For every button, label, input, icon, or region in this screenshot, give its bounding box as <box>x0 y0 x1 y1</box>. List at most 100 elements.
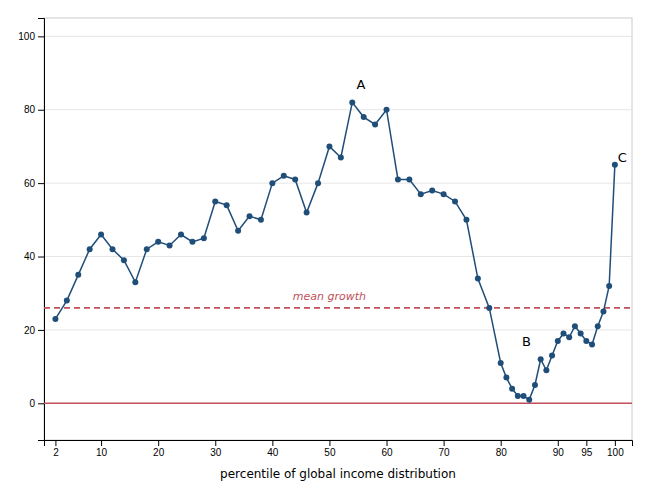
y-tick-mark <box>38 110 44 111</box>
marker <box>509 386 515 392</box>
x-tick: 20 <box>153 440 165 458</box>
annotation: mean growth <box>293 290 366 303</box>
x-tick: 95 <box>581 440 593 458</box>
marker <box>600 309 606 315</box>
marker <box>543 367 549 373</box>
y-tick: 80 <box>24 104 44 115</box>
grid-line <box>44 183 632 184</box>
x-tick-label: 100 <box>607 447 624 458</box>
x-tick: 10 <box>96 440 108 458</box>
x-tick-mark <box>501 440 502 446</box>
y-tick-label: 60 <box>24 178 36 189</box>
x-tick-mark <box>615 440 616 446</box>
x-tick-mark <box>329 440 330 446</box>
marker <box>212 198 218 204</box>
x-tick: 70 <box>439 440 451 458</box>
marker <box>281 173 287 179</box>
marker <box>132 279 138 285</box>
marker <box>538 356 544 362</box>
marker <box>515 393 521 399</box>
marker <box>338 154 344 160</box>
marker <box>583 338 589 344</box>
x-tick: 2 <box>53 440 59 458</box>
marker <box>526 397 532 403</box>
x-tick-label: 10 <box>96 447 108 458</box>
marker <box>549 353 555 359</box>
marker <box>395 176 401 182</box>
x-tick-label: 30 <box>210 447 222 458</box>
marker <box>155 239 161 245</box>
x-tick: 80 <box>496 440 508 458</box>
marker <box>555 338 561 344</box>
y-tick: 0 <box>29 398 44 409</box>
marker <box>452 198 458 204</box>
marker <box>304 209 310 215</box>
marker <box>98 232 104 238</box>
marker <box>486 305 492 311</box>
x-tick: 60 <box>381 440 393 458</box>
marker <box>269 180 275 186</box>
marker <box>64 298 70 304</box>
marker <box>418 191 424 197</box>
y-axis-line <box>38 19 45 441</box>
y-tick-label: 80 <box>24 104 36 115</box>
x-tick-label: 20 <box>153 447 165 458</box>
x-tick-mark <box>158 440 159 446</box>
marker <box>52 316 58 322</box>
x-axis-line <box>45 441 633 447</box>
y-tick-mark <box>38 257 44 258</box>
x-tick-mark <box>101 440 102 446</box>
marker <box>589 342 595 348</box>
x-tick: 50 <box>324 440 336 458</box>
y-tick-mark <box>38 403 44 404</box>
x-tick: 30 <box>210 440 222 458</box>
x-tick-label: 95 <box>581 447 593 458</box>
marker <box>178 232 184 238</box>
marker <box>349 99 355 105</box>
x-tick-mark <box>387 440 388 446</box>
annotations: mean growthABC <box>293 77 627 349</box>
y-axis: 020406080100 <box>18 19 44 441</box>
x-tick-mark <box>55 440 56 446</box>
marker <box>521 393 527 399</box>
x-tick: 100 <box>607 440 624 458</box>
marker <box>384 107 390 113</box>
marker <box>441 191 447 197</box>
x-tick-mark <box>215 440 216 446</box>
y-tick: 20 <box>24 325 44 336</box>
reference-line <box>44 307 632 309</box>
marker <box>189 239 195 245</box>
marker <box>429 187 435 193</box>
x-tick-label: 80 <box>496 447 508 458</box>
y-tick-mark <box>38 330 44 331</box>
marks <box>44 99 632 403</box>
marker <box>406 176 412 182</box>
marker <box>224 202 230 208</box>
plot-frame <box>44 18 632 440</box>
x-axis-title: percentile of global income distribution <box>220 467 456 481</box>
marker <box>595 323 601 329</box>
reference-line <box>44 403 632 405</box>
marker <box>361 114 367 120</box>
y-tick-mark <box>38 36 44 37</box>
marker <box>606 283 612 289</box>
plot-area: 210203040506070809095100020406080100mean… <box>18 18 632 458</box>
marker <box>235 228 241 234</box>
y-tick-label: 0 <box>29 398 35 409</box>
marker <box>87 246 93 252</box>
grid <box>44 36 632 403</box>
chart: 210203040506070809095100020406080100mean… <box>0 0 660 488</box>
marker <box>566 334 572 340</box>
grid-line <box>44 36 632 37</box>
y-tick-label: 100 <box>18 31 35 42</box>
grid-line <box>44 256 632 257</box>
marker <box>372 121 378 127</box>
x-tick-mark <box>558 440 559 446</box>
marker <box>247 213 253 219</box>
x-tick-label: 70 <box>439 447 451 458</box>
marker <box>463 217 469 223</box>
marker <box>532 382 538 388</box>
marker <box>258 217 264 223</box>
annotation: B <box>522 334 531 349</box>
x-tick-label: 2 <box>53 447 59 458</box>
